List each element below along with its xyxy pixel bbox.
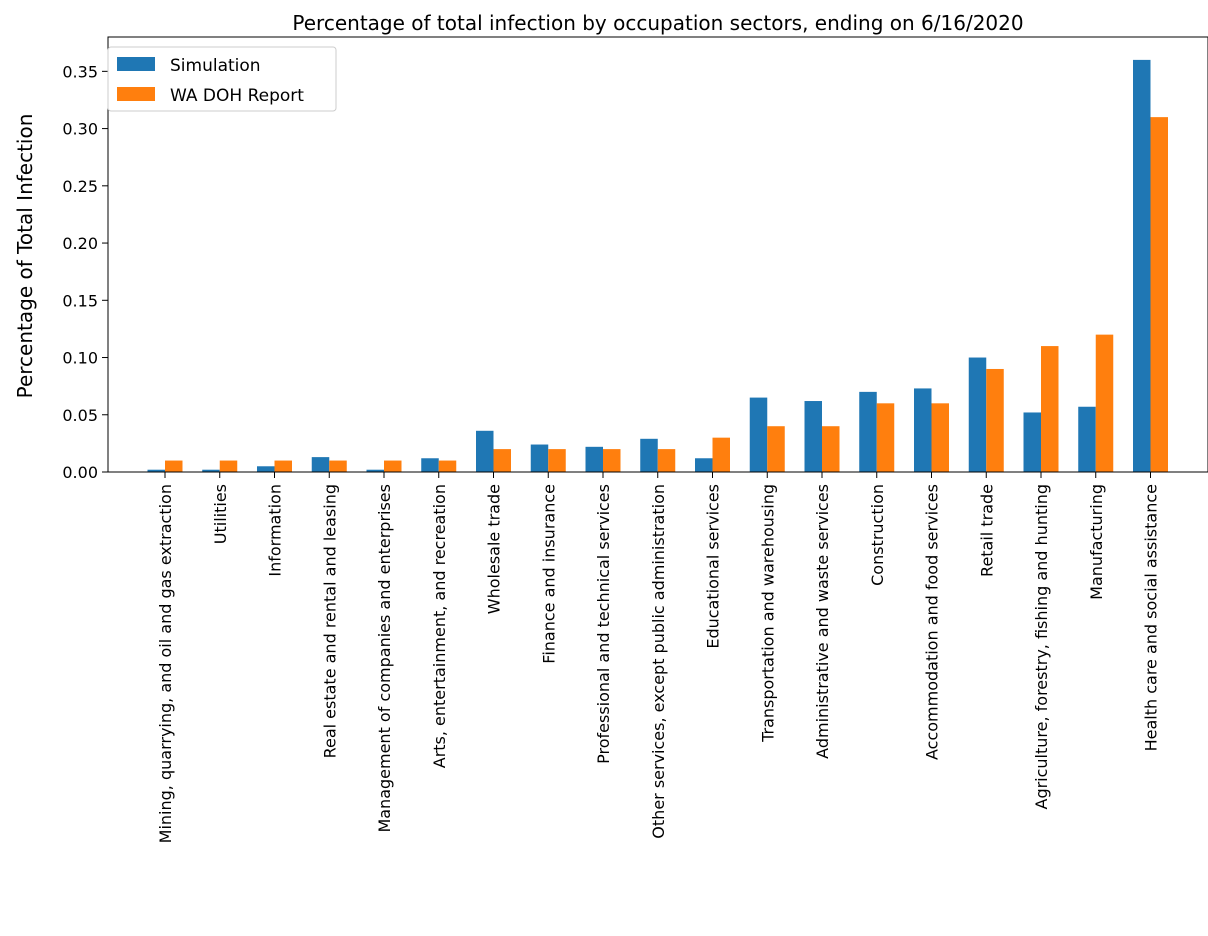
bar-simulation-finance-and-insurance (530, 444, 549, 472)
bar-simulation-utilities (202, 469, 220, 472)
bar-wa-doh-report-mining-quarrying-and-oil-and-gas-extraction (165, 460, 183, 472)
bar-simulation-retail-trade (968, 357, 987, 472)
y-axis-label: Percentage of Total Infection (13, 114, 37, 399)
x-tick-label-retail-trade: Retail trade (977, 484, 996, 577)
bar-wa-doh-report-finance-and-insurance (548, 449, 566, 472)
legend-swatch-simulation (117, 57, 155, 71)
bar-wa-doh-report-health-care-and-social-assistance (1150, 117, 1168, 472)
y-tick-label: 0.10 (62, 349, 98, 368)
x-tick-label-educational-services: Educational services (704, 484, 723, 649)
x-tick-label-mining-quarrying-and-oil-and-gas-extraction: Mining, quarrying, and oil and gas extra… (156, 484, 175, 843)
bar-simulation-transportation-and-warehousing (749, 397, 768, 472)
chart-title: Percentage of total infection by occupat… (292, 11, 1023, 35)
legend-label-wa-doh-report: WA DOH Report (170, 86, 304, 106)
y-axis-ticks: 0.00 0.05 0.10 0.15 0.20 0.25 0.30 0.35 (62, 62, 108, 482)
y-tick-label: 0.00 (62, 463, 98, 482)
x-tick-label-utilities: Utilities (211, 484, 230, 544)
x-tick-label-management-of-companies-and-enterprises: Management of companies and enterprises (375, 484, 394, 833)
x-tick-label-professional-and-technical-services: Professional and technical services (594, 484, 613, 764)
bar-simulation-professional-and-technical-services (585, 446, 603, 472)
bars-group (147, 59, 1168, 472)
bar-simulation-real-estate-and-rental-and-leasing (311, 457, 330, 472)
x-tick-label-finance-and-insurance: Finance and insurance (539, 484, 558, 664)
bar-simulation-agriculture-forestry-fishing-and-hunting (1023, 412, 1041, 472)
bar-simulation-educational-services (695, 458, 713, 472)
legend: Simulation WA DOH Report (107, 46, 337, 112)
y-tick-label: 0.25 (62, 177, 98, 196)
y-tick-label: 0.35 (62, 62, 98, 81)
bar-wa-doh-report-wholesale-trade (493, 449, 511, 472)
bar-wa-doh-report-educational-services (712, 437, 730, 472)
bar-wa-doh-report-arts-entertainment-and-recreation (438, 460, 457, 472)
bar-simulation-other-services-except-public-administration (640, 438, 658, 472)
bar-wa-doh-report-retail-trade (986, 368, 1004, 472)
bar-simulation-arts-entertainment-and-recreation (421, 458, 439, 472)
x-tick-label-real-estate-and-rental-and-leasing: Real estate and rental and leasing (320, 484, 339, 758)
y-tick-label: 0.30 (62, 120, 98, 139)
bar-wa-doh-report-manufacturing (1095, 334, 1114, 472)
x-tick-label-accommodation-and-food-services: Accommodation and food services (923, 484, 942, 760)
x-tick-label-construction: Construction (868, 484, 887, 586)
bar-wa-doh-report-other-services-except-public-administration (657, 449, 676, 472)
bar-wa-doh-report-professional-and-technical-services (603, 449, 621, 472)
bar-simulation-health-care-and-social-assistance (1133, 59, 1151, 472)
bar-simulation-manufacturing (1078, 406, 1096, 472)
bar-wa-doh-report-transportation-and-warehousing (767, 426, 785, 472)
legend-label-simulation: Simulation (170, 56, 261, 76)
bar-wa-doh-report-management-of-companies-and-enterprises (384, 460, 402, 472)
x-tick-label-administrative-and-waste-services: Administrative and waste services (813, 484, 832, 759)
bar-wa-doh-report-administrative-and-waste-services (822, 426, 840, 472)
x-tick-label-information: Information (266, 484, 285, 577)
x-tick-label-manufacturing: Manufacturing (1087, 484, 1106, 600)
y-tick-label: 0.05 (62, 406, 98, 425)
bar-wa-doh-report-agriculture-forestry-fishing-and-hunting (1041, 346, 1059, 472)
bar-simulation-information (257, 466, 275, 472)
bar-wa-doh-report-utilities (219, 460, 238, 472)
y-tick-label: 0.20 (62, 234, 98, 253)
bar-wa-doh-report-construction (876, 403, 895, 472)
x-axis-ticks: Mining, quarrying, and oil and gas extra… (156, 472, 1161, 843)
x-tick-label-agriculture-forestry-fishing-and-hunting: Agriculture, forestry, fishing and hunti… (1032, 484, 1051, 810)
plot-frame (107, 36, 1208, 473)
bar-simulation-mining-quarrying-and-oil-and-gas-extraction (147, 469, 165, 472)
bar-wa-doh-report-real-estate-and-rental-and-leasing (329, 460, 347, 472)
x-tick-label-wholesale-trade: Wholesale trade (485, 484, 504, 614)
bar-simulation-administrative-and-waste-services (804, 401, 822, 472)
x-tick-label-transportation-and-warehousing: Transportation and warehousing (758, 484, 777, 743)
x-tick-label-health-care-and-social-assistance: Health care and social assistance (1142, 484, 1161, 751)
bar-simulation-construction (859, 391, 877, 472)
bar-simulation-accommodation-and-food-services (914, 388, 932, 472)
bar-simulation-wholesale-trade (476, 430, 494, 472)
bar-wa-doh-report-accommodation-and-food-services (931, 403, 949, 472)
bar-simulation-management-of-companies-and-enterprises (366, 469, 384, 472)
x-tick-label-other-services-except-public-administration: Other services, except public administra… (649, 484, 668, 839)
legend-swatch-wa-doh-report (117, 87, 155, 101)
bar-wa-doh-report-information (274, 460, 292, 472)
y-tick-label: 0.15 (62, 291, 98, 310)
legend-box (107, 46, 337, 112)
x-tick-label-arts-entertainment-and-recreation: Arts, entertainment, and recreation (430, 484, 449, 768)
